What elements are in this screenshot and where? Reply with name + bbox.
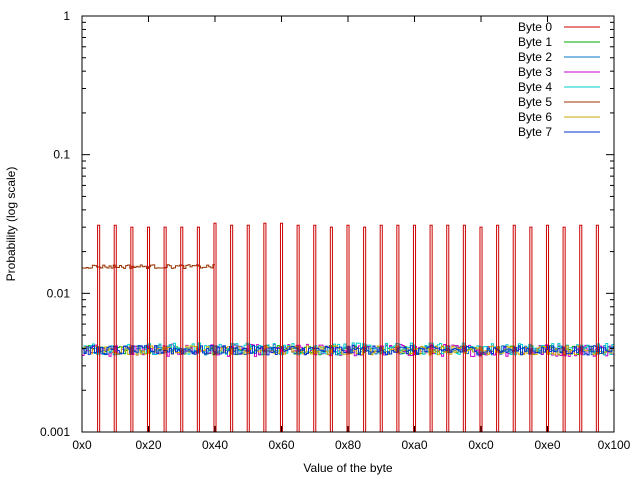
x-tick-label: 0xe0 (534, 438, 560, 452)
x-axis-label: Value of the byte (303, 461, 393, 475)
x-tick-label: 0x20 (135, 438, 161, 452)
y-tick-label: 0.1 (53, 148, 70, 162)
x-tick-label: 0x80 (335, 438, 361, 452)
x-tick-label: 0x40 (202, 438, 228, 452)
legend-label: Byte 0 (518, 20, 552, 34)
x-tick-label: 0xc0 (468, 438, 494, 452)
y-tick-label: 0.001 (40, 425, 70, 439)
legend-label: Byte 5 (518, 95, 552, 109)
x-tick-label: 0x100 (598, 438, 631, 452)
y-tick-label: 1 (63, 9, 70, 23)
series-byte-0-line (82, 222, 614, 433)
legend-label: Byte 1 (518, 35, 552, 49)
series-byte-5-line (82, 264, 215, 269)
legend-label: Byte 2 (518, 50, 552, 64)
y-tick-label: 0.01 (47, 286, 71, 300)
legend-label: Byte 4 (518, 80, 552, 94)
legend-label: Byte 6 (518, 110, 552, 124)
y-axis-label: Probability (log scale) (4, 167, 18, 282)
tick-layer: 0x0 0x20 0x40 0x60 0x80 0xa0 0xc0 0xe0 0x100 0.00… (40, 9, 631, 452)
series-layer (82, 222, 614, 433)
legend-label: Byte 3 (518, 65, 552, 79)
x-tick-label: 0xa0 (401, 438, 427, 452)
x-tick-label: 0x60 (268, 438, 294, 452)
x-tick-label: 0x0 (72, 438, 92, 452)
legend-label: Byte 7 (518, 125, 552, 139)
series-byte-7-line (82, 345, 614, 356)
